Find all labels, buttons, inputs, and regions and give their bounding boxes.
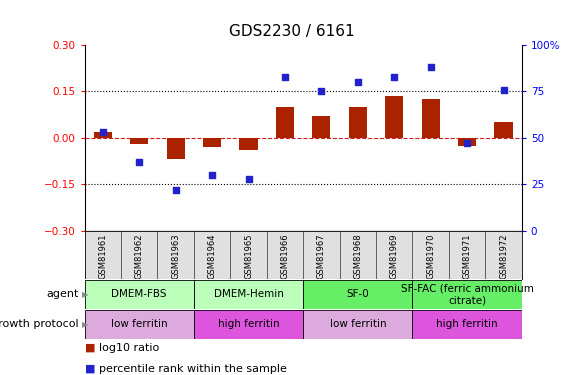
Bar [240, 138, 258, 150]
Text: GSM81970: GSM81970 [426, 233, 435, 279]
Bar [167, 138, 185, 159]
Text: GSM81964: GSM81964 [208, 233, 216, 279]
Text: ■: ■ [85, 364, 95, 374]
Bar [349, 107, 367, 138]
Bar [422, 99, 440, 138]
Text: log10 ratio: log10 ratio [99, 343, 159, 353]
Text: high ferritin: high ferritin [217, 320, 279, 329]
Point [462, 140, 472, 146]
Text: GSM81962: GSM81962 [135, 233, 143, 279]
Text: GSM81971: GSM81971 [463, 233, 472, 279]
Text: SF-0: SF-0 [346, 290, 369, 299]
Text: ▶: ▶ [82, 320, 88, 329]
Text: ▶: ▶ [82, 290, 88, 299]
Text: GSM81965: GSM81965 [244, 233, 253, 279]
Bar [130, 138, 148, 144]
Text: GSM81961: GSM81961 [99, 233, 107, 279]
Point [135, 159, 144, 165]
Point [317, 88, 326, 94]
Text: high ferritin: high ferritin [436, 320, 498, 329]
Text: percentile rank within the sample: percentile rank within the sample [99, 364, 287, 374]
Text: growth protocol: growth protocol [0, 320, 79, 329]
Bar [385, 96, 403, 138]
Point [426, 64, 436, 70]
Point [353, 79, 363, 85]
Text: agent: agent [46, 290, 79, 299]
Point [171, 187, 180, 193]
Point [244, 176, 253, 181]
Bar [412, 280, 522, 309]
Bar [85, 280, 194, 309]
Text: GSM81972: GSM81972 [499, 233, 508, 279]
Point [98, 129, 107, 135]
Text: GSM81969: GSM81969 [390, 233, 399, 279]
Text: GSM81967: GSM81967 [317, 233, 326, 279]
Text: DMEM-FBS: DMEM-FBS [111, 290, 167, 299]
Text: DMEM-Hemin: DMEM-Hemin [213, 290, 283, 299]
Text: low ferritin: low ferritin [111, 320, 167, 329]
Text: GSM81968: GSM81968 [353, 233, 362, 279]
Bar [94, 132, 112, 138]
Bar [303, 310, 412, 339]
Text: ■: ■ [85, 343, 95, 353]
Point [208, 172, 217, 178]
Text: low ferritin: low ferritin [329, 320, 386, 329]
Text: SF-FAC (ferric ammonium
citrate): SF-FAC (ferric ammonium citrate) [401, 284, 533, 305]
Bar [494, 122, 512, 138]
Bar [85, 310, 194, 339]
Point [280, 74, 290, 80]
Point [499, 87, 508, 93]
Bar [194, 310, 303, 339]
Bar [312, 116, 331, 138]
Text: GSM81963: GSM81963 [171, 233, 180, 279]
Point [389, 74, 399, 80]
Bar [303, 280, 412, 309]
Bar [276, 107, 294, 138]
Bar [412, 310, 522, 339]
Bar [194, 280, 303, 309]
Bar [203, 138, 221, 147]
Text: GDS2230 / 6161: GDS2230 / 6161 [229, 24, 354, 39]
Text: GSM81966: GSM81966 [280, 233, 289, 279]
Bar [458, 138, 476, 146]
